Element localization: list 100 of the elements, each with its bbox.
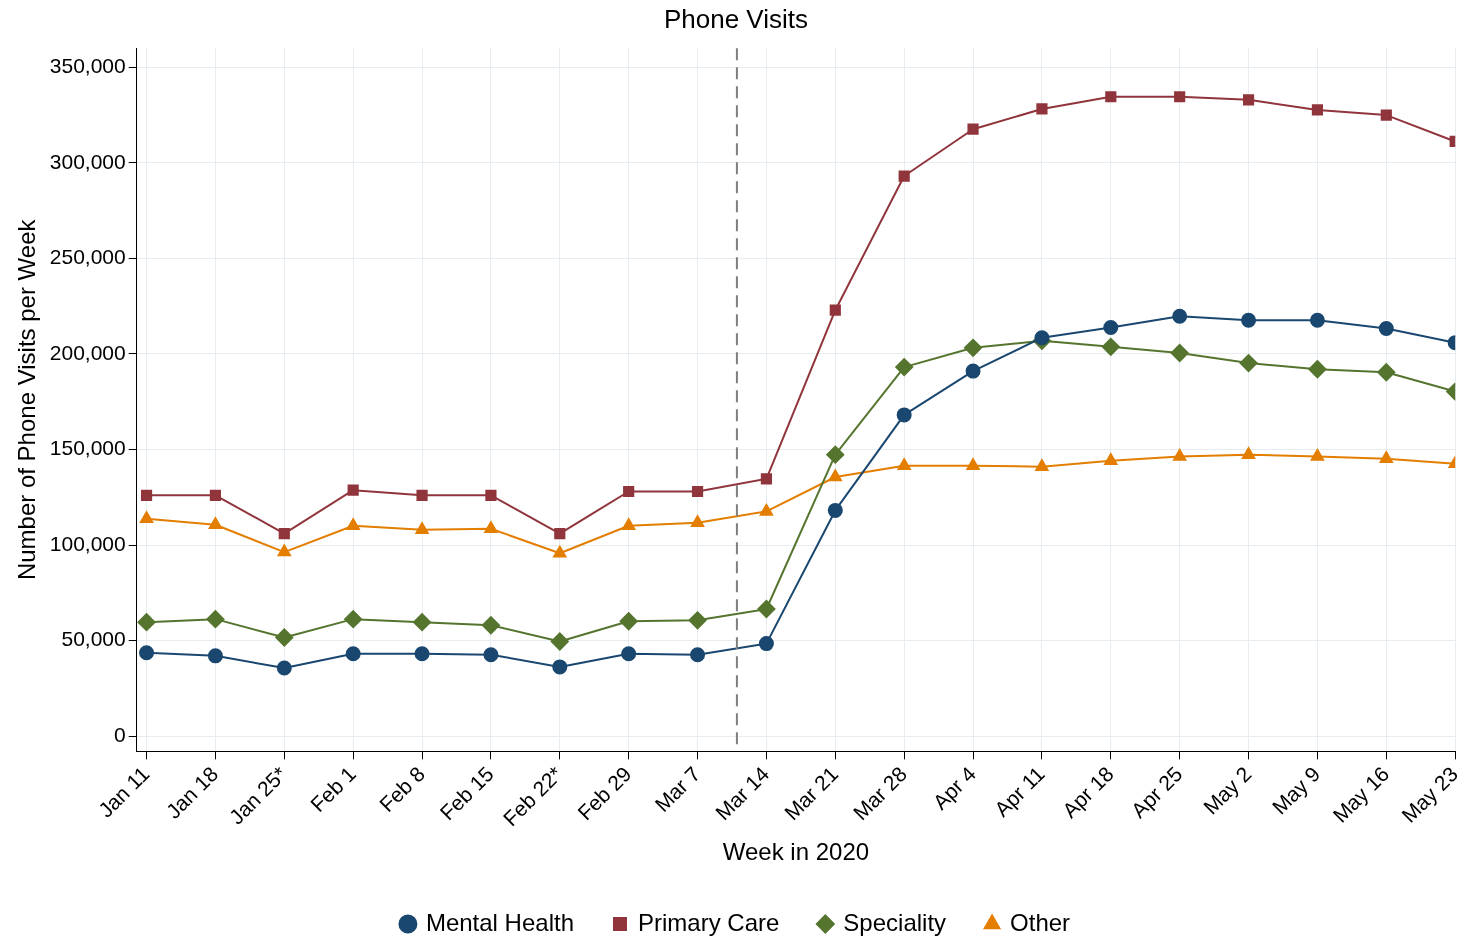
y-tick-label: 200,000 bbox=[49, 340, 126, 364]
point bbox=[1241, 447, 1256, 459]
point bbox=[898, 170, 910, 182]
point bbox=[1380, 109, 1392, 121]
point bbox=[967, 123, 979, 135]
point bbox=[897, 458, 911, 470]
point bbox=[619, 612, 638, 631]
point bbox=[691, 485, 704, 498]
x-tick-label: Feb 29 bbox=[573, 761, 636, 825]
x-tick-label: Apr 11 bbox=[989, 761, 1049, 821]
x-tick-label: May 23 bbox=[1397, 761, 1463, 827]
point bbox=[1379, 451, 1393, 463]
legend-label: Primary Care bbox=[637, 908, 780, 936]
point bbox=[275, 628, 294, 647]
point bbox=[1103, 320, 1119, 336]
point bbox=[1101, 337, 1120, 356]
x-tick-label: Feb 8 bbox=[374, 761, 429, 817]
point bbox=[552, 659, 568, 675]
point bbox=[1174, 91, 1186, 103]
y-tick-label: 300,000 bbox=[49, 149, 126, 173]
point bbox=[413, 613, 432, 632]
point bbox=[206, 610, 225, 629]
point bbox=[208, 517, 223, 529]
point bbox=[896, 407, 912, 423]
point bbox=[347, 484, 359, 496]
point bbox=[415, 522, 429, 534]
x-tick-label: Apr 25 bbox=[1126, 761, 1187, 822]
point bbox=[484, 521, 498, 534]
point bbox=[1377, 363, 1396, 382]
point bbox=[140, 489, 153, 501]
x-tick-label: Feb 1 bbox=[305, 761, 361, 817]
point bbox=[826, 445, 845, 464]
x-tick-label: Jan 11 bbox=[93, 761, 154, 822]
point bbox=[1105, 91, 1117, 103]
x-tick-label: Mar 7 bbox=[650, 761, 705, 817]
point bbox=[757, 600, 776, 619]
point bbox=[1242, 94, 1255, 106]
x-tick-label: May 9 bbox=[1267, 761, 1325, 819]
point bbox=[829, 304, 841, 316]
point bbox=[278, 527, 290, 540]
x-tick-label: Mar 14 bbox=[710, 761, 774, 825]
point bbox=[416, 489, 428, 501]
point bbox=[1378, 321, 1394, 337]
point bbox=[623, 485, 635, 498]
x-tick-label: Apr 18 bbox=[1057, 761, 1118, 822]
point bbox=[1309, 312, 1325, 328]
point bbox=[1308, 360, 1327, 379]
point bbox=[276, 660, 292, 676]
point bbox=[688, 611, 707, 630]
x-tick-label: Feb 15 bbox=[435, 761, 498, 825]
point bbox=[621, 646, 637, 662]
x-tick-label: Mar 28 bbox=[848, 761, 912, 825]
point bbox=[485, 489, 497, 501]
legend-label: Speciality bbox=[843, 908, 947, 936]
point bbox=[207, 648, 223, 664]
point bbox=[554, 527, 566, 540]
point bbox=[137, 613, 156, 632]
y-tick-label: 250,000 bbox=[49, 245, 126, 269]
point bbox=[344, 610, 363, 629]
point bbox=[1170, 343, 1189, 362]
point bbox=[827, 502, 843, 518]
point bbox=[483, 647, 499, 663]
y-tick-label: 150,000 bbox=[49, 436, 126, 460]
point bbox=[964, 338, 983, 357]
point bbox=[345, 646, 361, 662]
x-tick-label: Apr 4 bbox=[928, 761, 981, 814]
y-tick-label: 100,000 bbox=[49, 531, 126, 555]
point bbox=[1241, 312, 1257, 328]
x-tick-label: May 16 bbox=[1328, 761, 1394, 827]
point bbox=[1311, 104, 1324, 116]
x-tick-label: Feb 22* bbox=[498, 761, 567, 831]
point bbox=[139, 511, 154, 523]
x-tick-label: Mar 21 bbox=[779, 761, 843, 825]
point bbox=[1035, 459, 1049, 471]
point bbox=[1104, 453, 1118, 465]
point bbox=[1034, 330, 1050, 346]
y-tick-label: 350,000 bbox=[49, 54, 126, 78]
x-axis-title: Week in 2020 bbox=[722, 838, 870, 866]
point bbox=[622, 518, 636, 530]
point bbox=[966, 458, 980, 470]
point bbox=[553, 545, 567, 558]
x-tick-label: Jan 18 bbox=[161, 761, 223, 823]
legend-label: Other bbox=[1010, 908, 1071, 936]
point bbox=[1239, 354, 1258, 373]
point bbox=[759, 503, 774, 516]
point bbox=[690, 647, 706, 663]
point bbox=[550, 632, 569, 651]
point bbox=[760, 473, 773, 485]
point bbox=[277, 544, 291, 557]
legend-label: Mental Health bbox=[425, 908, 574, 936]
y-axis-title: Number of Phone Visits per Week bbox=[13, 218, 41, 581]
point bbox=[1036, 103, 1048, 115]
point bbox=[209, 489, 222, 501]
point bbox=[758, 636, 774, 652]
point bbox=[1172, 308, 1188, 324]
point bbox=[1310, 449, 1325, 461]
point bbox=[414, 646, 430, 662]
y-tick-label: 0 bbox=[114, 722, 126, 746]
chart-title: Phone Visits bbox=[663, 3, 809, 34]
point bbox=[690, 515, 705, 527]
